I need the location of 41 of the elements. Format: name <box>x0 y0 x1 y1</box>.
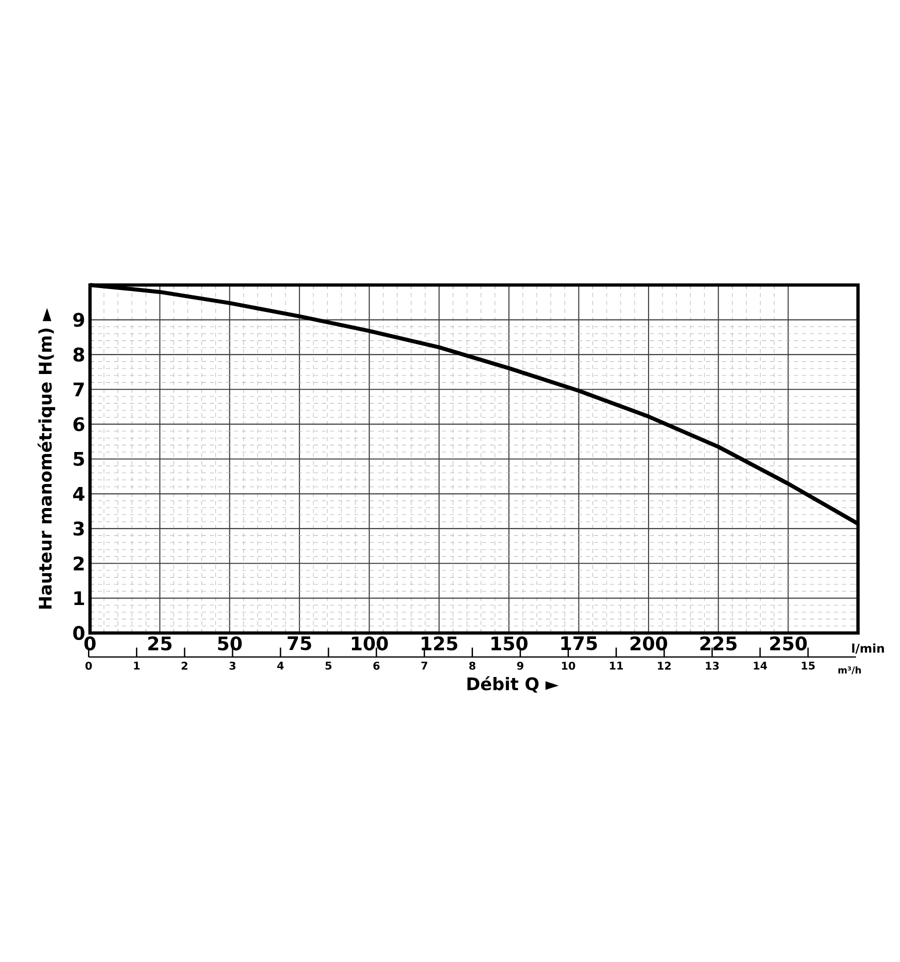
x-tick-label: 25 <box>148 636 172 650</box>
text: m³/h <box>838 666 861 674</box>
x2-tick-label: 9 <box>517 662 524 670</box>
x2-tick-label: 14 <box>754 662 768 670</box>
y-tick-label: 5 <box>74 452 84 466</box>
y-tick-label: 4 <box>73 486 84 501</box>
x2-tick-label: 5 <box>326 662 332 670</box>
x-tick-label: 250 <box>770 636 807 650</box>
y-tick-label: 7 <box>74 382 84 396</box>
y-tick-label: 3 <box>74 522 84 536</box>
x-tick-label: 50 <box>218 636 242 650</box>
y-tick-label: 2 <box>74 556 84 570</box>
x-axis-title: Débit Q ► <box>467 676 559 693</box>
x-tick-label: 100 <box>352 636 388 650</box>
x2-tick-label: 13 <box>706 662 719 670</box>
x2-tick-label: 4 <box>277 662 284 670</box>
y-tick-label: 8 <box>73 348 84 362</box>
x-tick-label: 200 <box>630 636 668 650</box>
x-tick-label: 0 <box>84 636 96 650</box>
y-tick-label: 0 <box>73 626 84 640</box>
x2-tick-label: 15 <box>802 662 815 670</box>
y-axis-title: Hauteur manométrique H(m) ► <box>38 308 56 609</box>
x2-tick-label: 1 <box>134 662 140 670</box>
x2-tick-label: 7 <box>421 662 428 670</box>
x2-tick-label: 6 <box>373 662 380 670</box>
x2-tick-label: 0 <box>85 662 92 670</box>
x-tick-label: 150 <box>492 636 528 650</box>
x-tick-label: 125 <box>422 636 458 650</box>
x2-tick-label: 11 <box>610 662 623 670</box>
x2-tick-label: 10 <box>562 662 576 670</box>
x2-tick-label: 8 <box>469 662 476 670</box>
text: l/min <box>852 644 884 654</box>
x2-tick-label: 3 <box>230 662 236 670</box>
y-tick-label: 1 <box>74 591 84 605</box>
x-tick-label: 175 <box>561 636 597 650</box>
y-tick-label: 9 <box>73 312 84 327</box>
x-tick-label: 225 <box>700 636 737 650</box>
y-tick-label: 6 <box>73 417 84 432</box>
x-tick-label: 75 <box>288 636 312 650</box>
x2-tick-label: 2 <box>182 662 188 670</box>
x2-tick-label: 12 <box>658 662 671 670</box>
